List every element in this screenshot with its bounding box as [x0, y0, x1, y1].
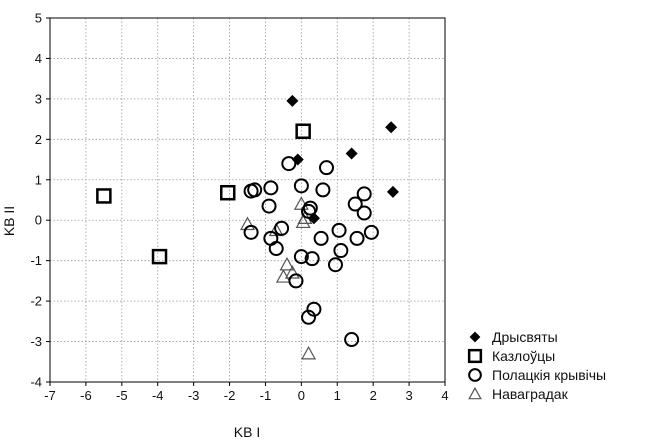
data-point	[263, 180, 279, 196]
x-ticks: -7 -6 -5 -4 -3 -2 -1 0 1 2 3 4	[44, 382, 449, 403]
y-tick-label: -2	[30, 294, 42, 309]
x-tick-label: 2	[370, 388, 377, 403]
data-point	[274, 220, 290, 236]
y-tick-label: -1	[30, 253, 42, 268]
y-tick-label: 1	[35, 172, 42, 187]
data-point	[293, 178, 309, 194]
y-tick-label: 4	[35, 51, 42, 66]
data-point	[349, 230, 365, 246]
legend-label: Казлоўцы	[492, 348, 555, 364]
data-point	[275, 269, 291, 283]
data-point	[327, 257, 343, 273]
data-point	[331, 222, 347, 238]
data-point	[293, 249, 309, 265]
data-point	[261, 198, 277, 214]
data-point	[286, 94, 299, 107]
data-point	[363, 224, 379, 240]
y-tick-label: 3	[35, 91, 42, 106]
legend-marker	[468, 368, 482, 382]
data-point	[307, 212, 320, 225]
data-point	[347, 196, 363, 212]
x-tick-label: -7	[44, 388, 56, 403]
data-point	[356, 186, 372, 202]
data-point	[281, 156, 297, 172]
legend-label: Дрысвяты	[492, 329, 558, 345]
x-tick-label: -3	[188, 388, 200, 403]
y-tick-label: -3	[30, 334, 42, 349]
legend-marker	[467, 348, 483, 364]
x-tick-label: 3	[405, 388, 412, 403]
data-point	[315, 182, 331, 198]
legend-label: Полацкія крывічы	[492, 367, 606, 383]
plot-frame	[49, 17, 446, 383]
data-point	[386, 185, 399, 198]
x-tick-label: -1	[260, 388, 272, 403]
x-tick-label: -5	[116, 388, 128, 403]
data-point	[295, 123, 311, 139]
data-point	[333, 243, 349, 259]
x-tick-label: 4	[441, 388, 448, 403]
data-point	[301, 345, 317, 360]
x-tick-label: 0	[298, 388, 305, 403]
y-tick-label: 5	[35, 11, 42, 26]
data-points	[96, 94, 399, 360]
x-axis-label: KB I	[234, 424, 260, 440]
data-point	[243, 224, 259, 240]
data-point	[304, 251, 320, 267]
data-point	[268, 241, 284, 257]
data-point	[279, 256, 295, 271]
data-point	[151, 248, 168, 265]
y-tick-label: -4	[30, 375, 42, 390]
legend-marker	[469, 331, 481, 343]
y-axis-label: KB II	[1, 206, 17, 236]
data-point	[385, 121, 398, 134]
data-point	[345, 147, 358, 160]
data-point	[313, 230, 329, 246]
data-point	[284, 265, 300, 279]
x-tick-label: 1	[334, 388, 341, 403]
data-point	[288, 273, 304, 289]
x-tick-label: -2	[224, 388, 236, 403]
legend: Дрысвяты Казлоўцы Полацкія крывічы Наваград…	[467, 329, 606, 402]
data-point	[96, 188, 112, 204]
data-point	[291, 153, 304, 166]
data-point	[220, 184, 236, 201]
data-point	[356, 205, 372, 221]
data-point	[344, 332, 360, 348]
y-tick-label: 0	[35, 213, 42, 228]
y-ticks: -4 -3 -2 -1 0 1 2 3 4 5	[30, 11, 50, 390]
legend-label: Наваградак	[492, 386, 569, 402]
legend-marker	[468, 386, 482, 400]
x-tick-label: -6	[80, 388, 92, 403]
y-tick-label: 2	[35, 132, 42, 147]
data-point	[239, 216, 256, 231]
data-point	[319, 160, 334, 176]
data-point	[301, 309, 317, 325]
x-tick-label: -4	[152, 388, 164, 403]
data-point	[243, 183, 259, 199]
